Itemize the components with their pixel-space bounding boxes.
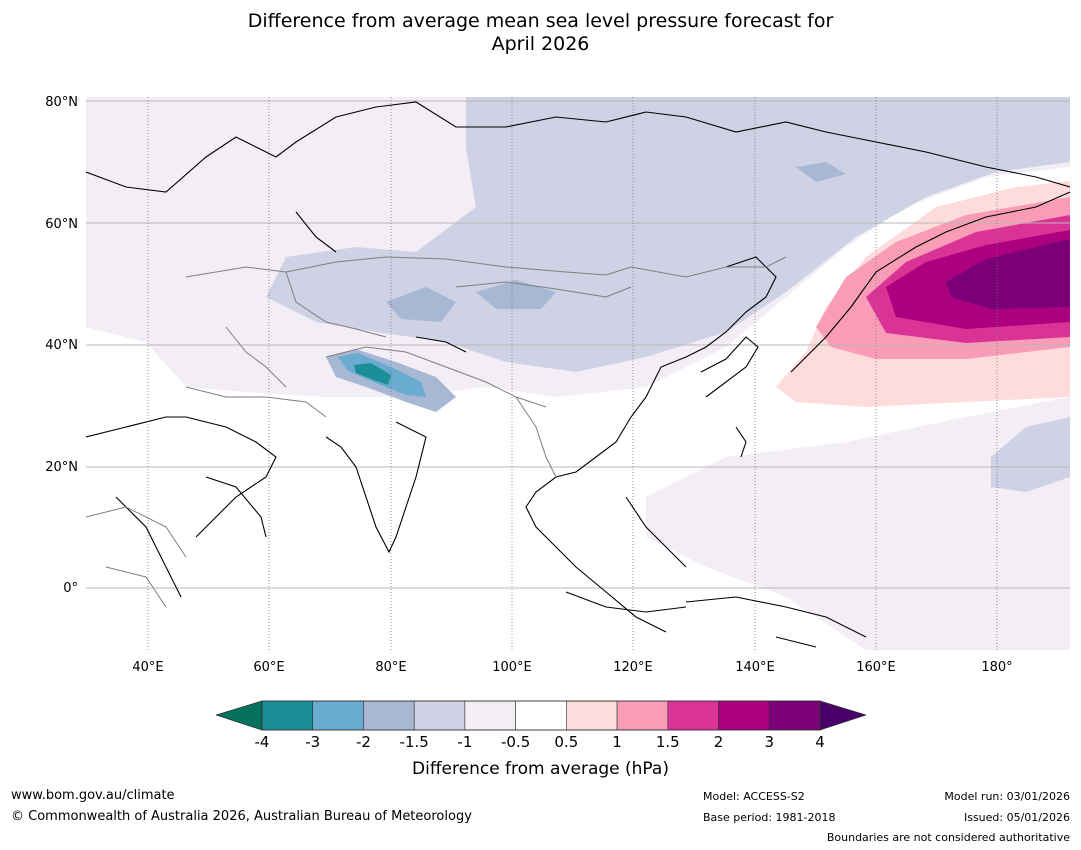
country-borders — [86, 256, 787, 608]
colorbar-tick-label: 0.5 — [554, 733, 579, 751]
colorbar-tick-label: -0.5 — [500, 733, 531, 751]
map-title: Difference from average mean sea level p… — [0, 10, 1081, 56]
colorbar-bin — [616, 700, 669, 731]
lon-label-180: 180° — [981, 660, 1013, 675]
meridians — [147, 97, 998, 650]
forecast-map — [86, 97, 1070, 650]
footer-issued: Issued: 05/01/2026 — [963, 811, 1070, 824]
lat-label-0: 0° — [63, 581, 78, 596]
anomaly-area-minus-1-5-pacific — [991, 417, 1070, 492]
footer-model-run: Model run: 03/01/2026 — [944, 790, 1070, 803]
colorbar-tick-label: -3 — [305, 733, 321, 751]
colorbar-outline — [261, 700, 821, 731]
colorbar-bin — [566, 700, 618, 731]
colorbar-tick-label: 3 — [764, 733, 775, 751]
anomaly-core-himalaya-inner — [354, 363, 391, 385]
title-line-2: April 2026 — [491, 33, 590, 55]
lon-label-80e: 80°E — [375, 660, 407, 675]
footer-website[interactable]: www.bom.gov.au/climate — [11, 788, 175, 803]
colorbar-extend-min — [216, 700, 263, 731]
lon-label-60e: 60°E — [253, 660, 285, 675]
colorbar-tick-label: 1 — [612, 733, 622, 751]
lon-label-100e: 100°E — [492, 660, 532, 675]
colorbar-bin — [718, 700, 770, 731]
colorbar-label: Difference from average (hPa) — [412, 759, 669, 779]
colorbar-tick-label: -2 — [355, 733, 371, 751]
anomaly-patch-minus-2-central — [386, 287, 456, 322]
colorbar-tick-label: -1.5 — [399, 733, 429, 751]
footer-base-period: Base period: 1981-2018 — [703, 811, 836, 824]
footer-disclaimer: Boundaries are not considered authoritat… — [826, 831, 1070, 844]
lat-label-20n: 20°N — [45, 460, 78, 475]
lon-label-120e: 120°E — [613, 660, 653, 675]
lon-label-40e: 40°E — [132, 660, 164, 675]
colorbar-bin — [667, 700, 719, 731]
colorbar — [216, 700, 866, 731]
coastlines — [86, 101, 1070, 648]
colorbar-tick-label: 2 — [713, 733, 724, 751]
colorbar-extend-max — [819, 700, 866, 731]
colorbar-tick-label: -1 — [457, 733, 473, 751]
colorbar-tick-label: -4 — [254, 733, 270, 751]
anomaly-area-light-negative-south — [646, 397, 1070, 650]
anomaly-area-plus-3 — [946, 239, 1070, 309]
footer-copyright: © Commonwealth of Australia 2026, Austra… — [11, 809, 472, 824]
colorbar-bin — [413, 700, 466, 731]
graticule — [86, 100, 1070, 589]
lat-label-60n: 60°N — [45, 217, 78, 232]
footer-model: Model: ACCESS-S2 — [703, 790, 805, 803]
lon-label-160e: 160°E — [856, 660, 896, 675]
colorbar-tick-label: 4 — [815, 733, 825, 751]
anomaly-area-minus-1-5 — [266, 97, 1070, 372]
anomaly-patch-minus-2-east — [476, 280, 556, 309]
map-canvas — [86, 97, 1070, 650]
colorbar-bin — [261, 700, 314, 731]
lat-label-80n: 80°N — [45, 95, 78, 110]
colorbar-tick-label: 1.5 — [655, 733, 680, 751]
title-line-1: Difference from average mean sea level p… — [247, 10, 834, 32]
lon-label-140e: 140°E — [735, 660, 775, 675]
colorbar-bin — [363, 700, 415, 731]
lat-label-40n: 40°N — [45, 338, 78, 353]
colorbar-bin — [515, 700, 567, 731]
anomaly-patch-minus-2-north — [796, 162, 846, 182]
colorbar-bin — [312, 700, 364, 731]
colorbar-bin — [768, 700, 821, 731]
colorbar-bin — [464, 700, 516, 731]
